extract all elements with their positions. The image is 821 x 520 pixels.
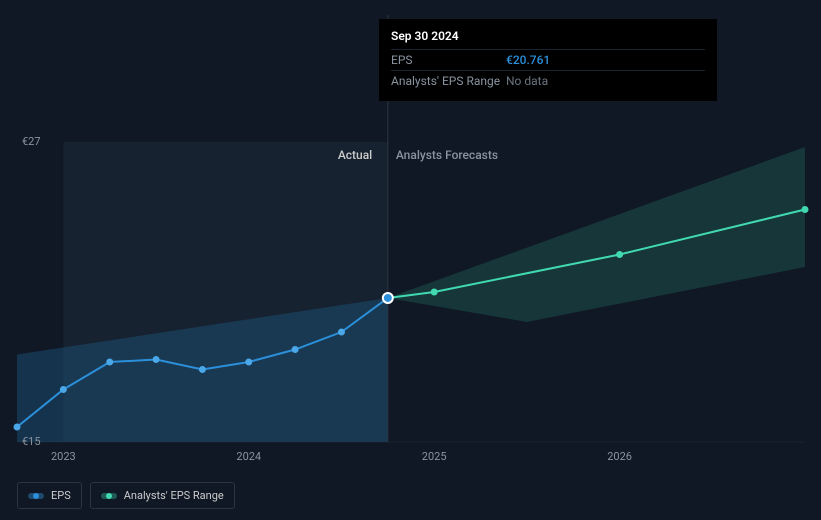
eps-actual-marker — [199, 366, 206, 373]
eps-actual-marker — [245, 359, 252, 366]
tooltip-row-label: Analysts' EPS Range — [391, 74, 506, 88]
y-axis-label: €27 — [22, 135, 41, 148]
eps-forecast-marker — [431, 289, 438, 296]
eps-actual-marker — [153, 356, 160, 363]
eps-actual-marker — [106, 359, 113, 366]
x-axis-label: 2025 — [422, 450, 447, 463]
y-axis-label: €15 — [22, 435, 41, 448]
highlight-marker — [383, 293, 393, 303]
x-axis-label: 2024 — [236, 450, 261, 463]
tooltip-date: Sep 30 2024 — [391, 29, 705, 43]
range-forecast — [388, 147, 805, 322]
legend-label: Analysts' EPS Range — [124, 489, 224, 502]
tooltip-row-label: EPS — [391, 53, 506, 67]
eps-forecast-marker — [616, 251, 623, 258]
chart-tooltip: Sep 30 2024 EPS€20.761Analysts' EPS Rang… — [379, 19, 717, 101]
eps-actual-marker — [338, 329, 345, 336]
eps-forecast-marker — [802, 206, 809, 213]
tooltip-row: EPS€20.761 — [391, 49, 705, 70]
region-label-actual: Actual — [338, 148, 372, 162]
legend-swatch — [28, 493, 44, 499]
region-label-forecast: Analysts Forecasts — [396, 148, 498, 162]
legend-item[interactable]: Analysts' EPS Range — [90, 482, 235, 509]
legend-label: EPS — [51, 489, 71, 502]
eps-actual-marker — [60, 386, 67, 393]
legend-swatch — [101, 493, 117, 499]
x-axis-label: 2023 — [51, 450, 76, 463]
tooltip-row: Analysts' EPS RangeNo data — [391, 70, 705, 91]
legend-item[interactable]: EPS — [17, 482, 82, 509]
x-axis-label: 2026 — [607, 450, 632, 463]
tooltip-row-value: No data — [506, 74, 548, 88]
chart-legend: EPS Analysts' EPS Range — [17, 482, 235, 509]
tooltip-row-value: €20.761 — [506, 53, 550, 67]
chart-container: Sep 30 2024 EPS€20.761Analysts' EPS Rang… — [0, 0, 821, 520]
eps-actual-marker — [14, 424, 21, 431]
eps-actual-marker — [292, 346, 299, 353]
